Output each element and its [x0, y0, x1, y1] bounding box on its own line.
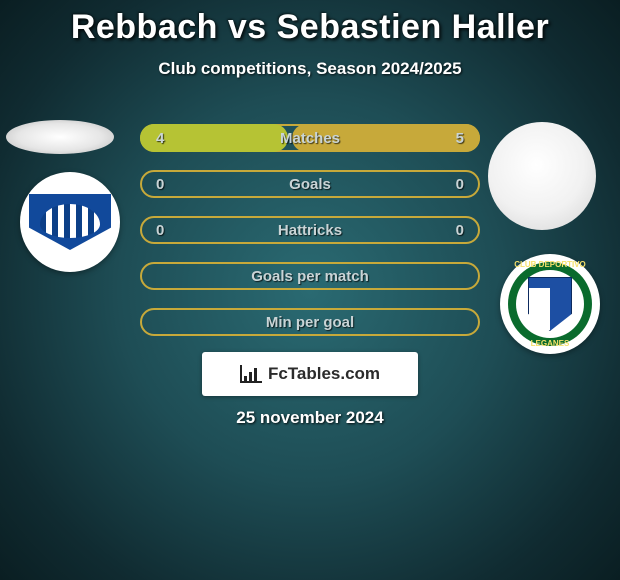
alaves-year: FUNDADO EN 1921	[20, 256, 120, 265]
stat-value-right: 0	[456, 176, 464, 193]
stat-label: Goals	[142, 176, 478, 193]
club-badge-right: CLUB DEPORTIVO LEGANES	[500, 254, 600, 354]
alaves-name: DEPORTIVO	[20, 185, 120, 192]
page-subtitle: Club competitions, Season 2024/2025	[0, 59, 620, 79]
alaves-crest: DEPORTIVO FUNDADO EN 1921	[29, 194, 111, 250]
page-title: Rebbach vs Sebastien Haller	[0, 0, 620, 47]
stat-value-right: 5	[456, 130, 464, 147]
comparison-card: Rebbach vs Sebastien Haller Club competi…	[0, 0, 620, 580]
source-brand: FcTables.com	[268, 364, 380, 384]
player-photo-left	[6, 120, 114, 154]
stat-row: Goals per match	[140, 262, 480, 290]
stats-panel: 4Matches50Goals00Hattricks0Goals per mat…	[140, 124, 480, 354]
leganes-top: CLUB DEPORTIVO	[508, 260, 592, 269]
stat-row: 0Goals0	[140, 170, 480, 198]
club-badge-left: DEPORTIVO FUNDADO EN 1921	[20, 172, 120, 272]
bar-chart-icon	[240, 365, 262, 383]
stat-label: Goals per match	[142, 268, 478, 285]
stat-row: Min per goal	[140, 308, 480, 336]
stat-label: Min per goal	[142, 314, 478, 331]
stat-row: 4Matches5	[140, 124, 480, 152]
stat-row: 0Hattricks0	[140, 216, 480, 244]
leganes-bottom: LEGANES	[508, 339, 592, 348]
stat-value-right: 0	[456, 222, 464, 239]
leganes-crest: CLUB DEPORTIVO LEGANES	[508, 262, 592, 346]
snapshot-date: 25 november 2024	[0, 408, 620, 428]
player-photo-right	[488, 122, 596, 230]
stat-label: Matches	[142, 130, 478, 147]
source-badge: FcTables.com	[202, 352, 418, 396]
stat-label: Hattricks	[142, 222, 478, 239]
